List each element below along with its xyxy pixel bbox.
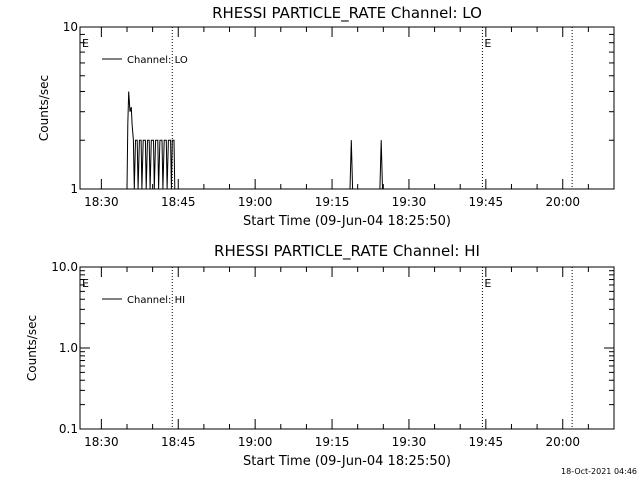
x-axis-label: Start Time (09-Jun-04 18:25:50) bbox=[243, 454, 451, 469]
y-axis-label: Counts/sec bbox=[25, 315, 39, 381]
footer-timestamp: 18-Oct-2021 04:46 bbox=[561, 467, 637, 476]
x-tick-label: 19:45 bbox=[469, 435, 504, 449]
plot-frame bbox=[79, 266, 615, 430]
corner-marker-label: E bbox=[82, 37, 89, 50]
x-tick-label: 19:45 bbox=[469, 195, 504, 209]
x-tick-label: 19:15 bbox=[315, 195, 350, 209]
legend-label: Channel: HI bbox=[127, 295, 185, 306]
y-tick-label: 10 bbox=[63, 20, 78, 34]
x-tick-label: 18:30 bbox=[84, 435, 119, 449]
x-tick-label: 19:15 bbox=[315, 435, 350, 449]
x-tick-label: 19:00 bbox=[238, 435, 273, 449]
y-tick-label: 10.0 bbox=[51, 260, 78, 274]
x-tick-label: 19:30 bbox=[392, 435, 427, 449]
corner-marker-label: E bbox=[82, 277, 89, 290]
plot-frame bbox=[79, 26, 615, 190]
x-axis-label: Start Time (09-Jun-04 18:25:50) bbox=[243, 214, 451, 229]
x-tick-label: 20:00 bbox=[545, 195, 580, 209]
time-marker-label: E bbox=[484, 277, 491, 290]
x-tick-label: 18:30 bbox=[84, 195, 119, 209]
time-marker-label: E bbox=[484, 37, 491, 50]
x-tick-label: 18:45 bbox=[161, 435, 196, 449]
chart-title: RHESSI PARTICLE_RATE Channel: LO bbox=[212, 4, 482, 23]
x-tick-label: 19:00 bbox=[238, 195, 273, 209]
x-tick-label: 19:30 bbox=[392, 195, 427, 209]
series-line bbox=[126, 91, 383, 190]
panel-lo: RHESSI PARTICLE_RATE Channel: LO 1 10 18:30… bbox=[37, 4, 615, 229]
panel-hi: RHESSI PARTICLE_RATE Channel: HI 0.1 1.0 10… bbox=[25, 242, 615, 469]
y-tick-label: 1.0 bbox=[59, 341, 78, 355]
y-tick-label: 0.1 bbox=[59, 422, 78, 436]
x-tick-label: 18:45 bbox=[161, 195, 196, 209]
legend-label: Channel: LO bbox=[127, 55, 188, 66]
y-tick-label: 1 bbox=[70, 182, 78, 196]
chart-title: RHESSI PARTICLE_RATE Channel: HI bbox=[214, 242, 480, 261]
y-axis-label: Counts/sec bbox=[37, 75, 51, 141]
x-tick-label: 20:00 bbox=[545, 435, 580, 449]
